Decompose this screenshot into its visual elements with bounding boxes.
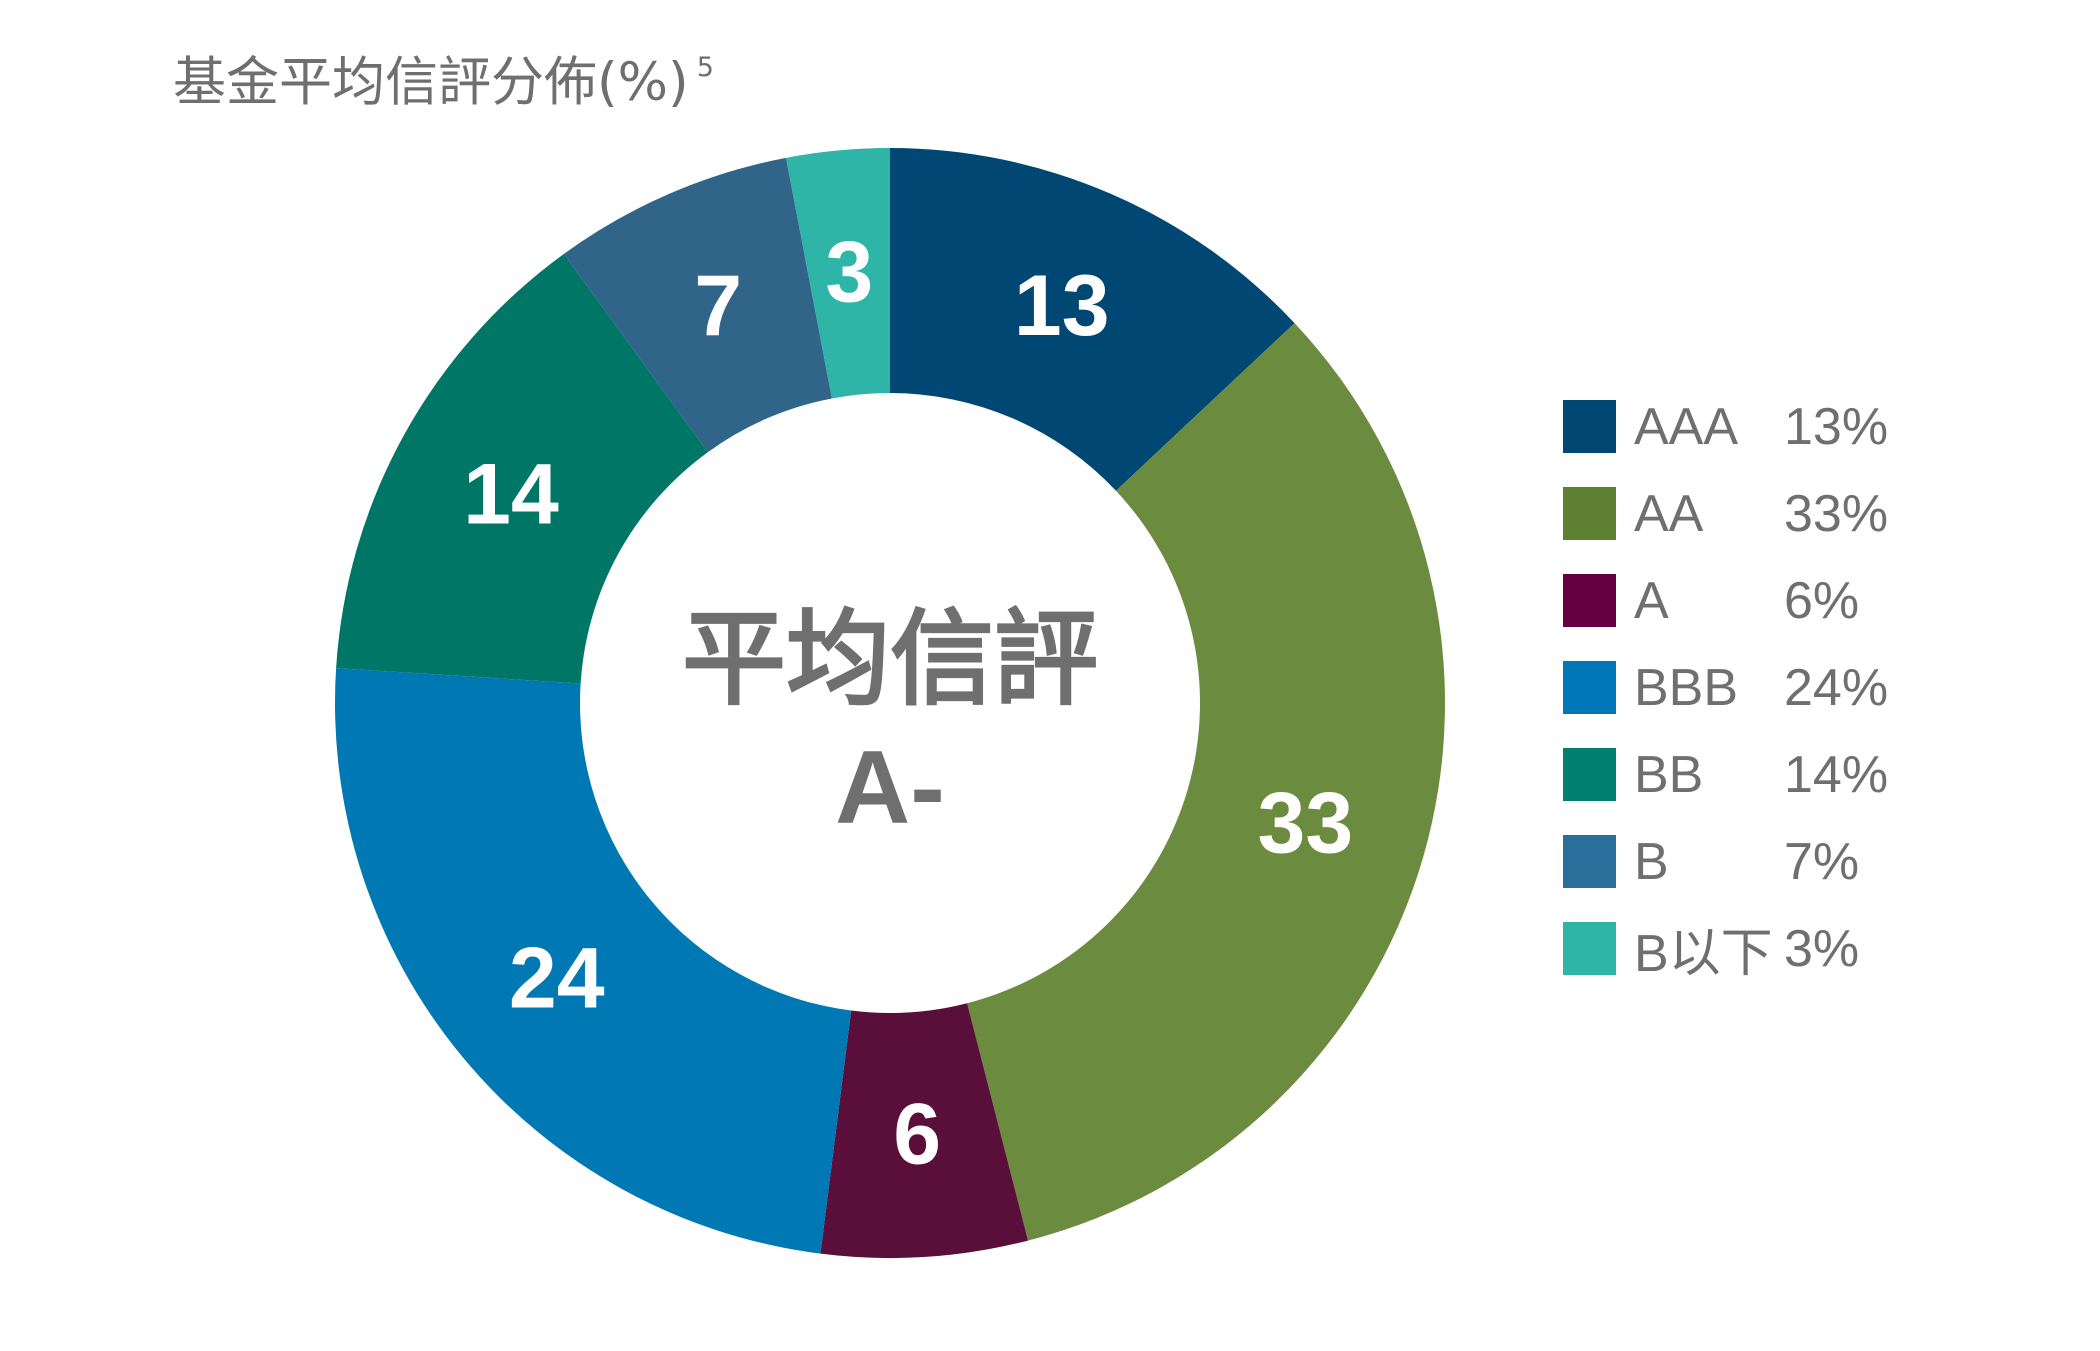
donut-slice-label: 14 [463,447,559,543]
legend-label: AAA [1634,397,1739,456]
legend-value: 7% [1784,832,1860,891]
chart-title-footnote: 5 [696,52,714,83]
legend-swatch [1563,835,1616,888]
donut-center-value: A- [835,730,945,846]
legend-item: AAA 13% [1563,383,1888,470]
legend-value: 33% [1784,484,1889,543]
legend-value: 6% [1784,571,1860,630]
donut-slice-bbb [334,668,852,1254]
donut-slice-label: 6 [893,1087,941,1183]
chart-title-text: 基金平均信評分佈(%) [173,52,689,113]
donut-slice-label: 13 [1014,258,1110,354]
legend-item: BB 14% [1563,731,1888,818]
legend-label: BB [1634,745,1704,804]
legend-item: AA 33% [1563,470,1888,557]
donut-slice-b以下 [786,148,890,399]
legend-label: BBB [1634,658,1739,717]
chart-title: 基金平均信評分佈(%) 5 [173,54,714,109]
chart-legend: AAA 13% AA 33% A 6% BBB 24% BB 14% B 7% B以下 3% [1563,383,1888,992]
donut-slice-label: 33 [1257,776,1353,872]
legend-swatch [1563,748,1616,801]
legend-swatch [1563,574,1616,627]
legend-value: 24% [1784,658,1889,717]
legend-item: A 6% [1563,557,1888,644]
donut-slice-bb [336,253,708,684]
donut-slice-label: 24 [509,931,605,1027]
legend-item: B 7% [1563,818,1888,905]
donut-slice-labels: 13 33 6 24 14 7 3 [463,224,1353,1182]
donut-slice-a [820,1003,1029,1258]
legend-label: B [1634,832,1669,891]
legend-value: 13% [1784,397,1889,456]
donut-slice-b [563,157,832,453]
legend-label: AA [1634,484,1704,543]
donut-slice-label: 3 [825,224,873,320]
legend-value: 14% [1784,745,1889,804]
donut-slice-aaa [890,148,1295,491]
legend-value: 3% [1784,919,1860,978]
legend-swatch [1563,487,1616,540]
donut-slices [334,148,1446,1258]
legend-label: B以下 [1634,925,1773,983]
donut-slice-aa [967,323,1446,1241]
legend-item: B以下 3% [1563,905,1888,992]
legend-label: A [1634,571,1669,630]
legend-swatch [1563,661,1616,714]
legend-item: BBB 24% [1563,644,1888,731]
donut-slice-label: 7 [694,258,742,354]
donut-center-label: 平均信評 [682,598,1098,720]
legend-swatch [1563,922,1616,975]
legend-swatch [1563,400,1616,453]
